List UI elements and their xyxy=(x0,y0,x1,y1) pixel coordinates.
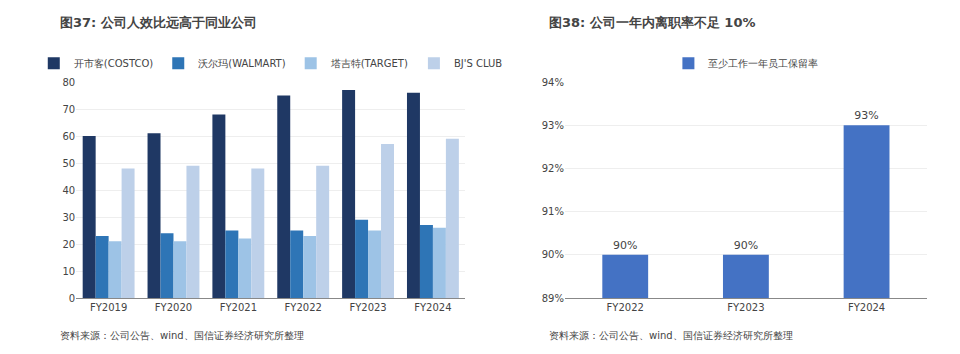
svg-text:30: 30 xyxy=(62,212,75,223)
svg-text:FY2021: FY2021 xyxy=(220,302,257,313)
svg-text:89%: 89% xyxy=(542,293,564,304)
svg-text:10: 10 xyxy=(62,266,75,277)
svg-text:FY2022: FY2022 xyxy=(285,302,322,313)
svg-text:FY2022: FY2022 xyxy=(607,302,644,313)
svg-text:FY2023: FY2023 xyxy=(349,302,386,313)
svg-text:沃尔玛(WALMART): 沃尔玛(WALMART) xyxy=(198,58,285,69)
svg-text:资料来源：公司公告、wind、国信证券经济研究所整理: 资料来源：公司公告、wind、国信证券经济研究所整理 xyxy=(60,330,304,341)
svg-text:0: 0 xyxy=(69,293,75,304)
svg-text:开市客(COSTCO): 开市客(COSTCO) xyxy=(74,58,153,69)
svg-text:FY2024: FY2024 xyxy=(414,302,451,313)
svg-text:92%: 92% xyxy=(542,163,564,174)
svg-text:70: 70 xyxy=(62,104,75,115)
svg-text:80: 80 xyxy=(62,77,75,88)
svg-text:资料来源：公司公告、wind、国信证券经济研究所整理: 资料来源：公司公告、wind、国信证券经济研究所整理 xyxy=(549,330,793,341)
svg-text:93%: 93% xyxy=(854,109,878,122)
svg-text:60: 60 xyxy=(62,131,75,142)
svg-text:至少工作一年员工保留率: 至少工作一年员工保留率 xyxy=(708,58,818,69)
svg-text:FY2019: FY2019 xyxy=(90,302,127,313)
svg-text:FY2020: FY2020 xyxy=(155,302,192,313)
svg-text:50: 50 xyxy=(62,158,75,169)
svg-text:90%: 90% xyxy=(542,249,564,260)
svg-text:BJ'S CLUB: BJ'S CLUB xyxy=(454,58,502,69)
svg-text:93%: 93% xyxy=(542,120,564,131)
svg-text:FY2024: FY2024 xyxy=(848,302,885,313)
svg-text:图37: 公司人效比远高于同业公司: 图37: 公司人效比远高于同业公司 xyxy=(60,15,257,30)
svg-text:20: 20 xyxy=(62,239,75,250)
svg-text:91%: 91% xyxy=(542,206,564,217)
svg-text:FY2023: FY2023 xyxy=(727,302,764,313)
svg-text:90%: 90% xyxy=(613,239,637,252)
svg-text:40: 40 xyxy=(62,185,75,196)
svg-text:90%: 90% xyxy=(734,239,758,252)
svg-text:94%: 94% xyxy=(542,77,564,88)
svg-text:图38: 公司一年内离职率不足 10%: 图38: 公司一年内离职率不足 10% xyxy=(549,15,755,30)
svg-text:塔吉特(TARGET): 塔吉特(TARGET) xyxy=(330,58,408,69)
